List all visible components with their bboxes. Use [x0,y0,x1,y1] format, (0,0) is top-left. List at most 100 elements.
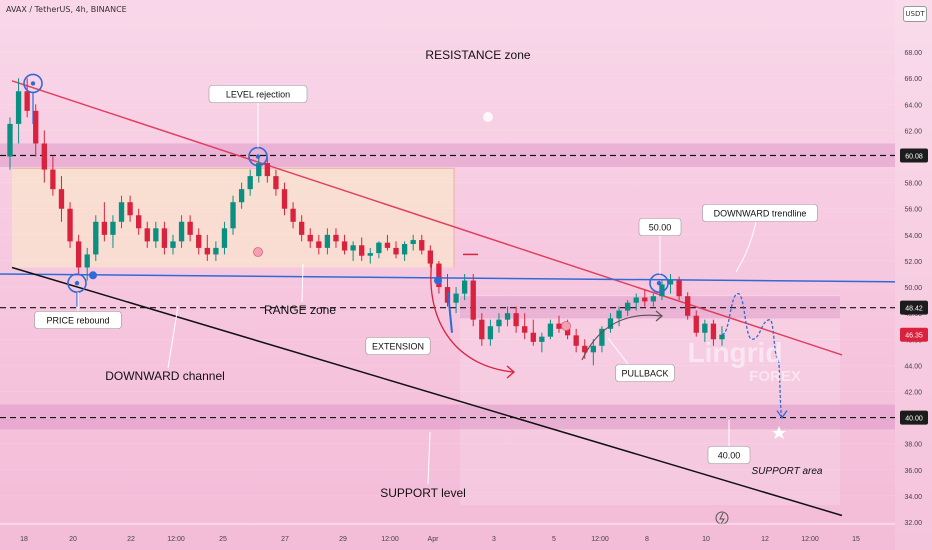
candle-body[interactable] [702,323,708,333]
x-tick-label: 25 [219,536,227,543]
candle-body[interactable] [393,247,399,255]
candle-body[interactable] [582,345,588,353]
candle-body[interactable] [659,284,665,297]
candle-body[interactable] [401,243,408,255]
candle-body[interactable] [256,163,262,177]
target-40-label: 40.00 [718,451,741,461]
candle-body[interactable] [58,189,65,209]
candle-body[interactable] [281,189,288,209]
candle-body[interactable] [84,254,90,268]
candle-body[interactable] [264,163,271,177]
candle-body[interactable] [41,143,47,170]
candle-body[interactable] [384,242,391,248]
candle-body[interactable] [436,263,442,288]
candle-body[interactable] [513,313,519,327]
candle-body[interactable] [204,247,210,255]
candle-body[interactable] [410,240,416,244]
candle-body[interactable] [33,110,39,144]
marker-dot [74,280,80,286]
candle-body[interactable] [547,323,554,337]
candle-body[interactable] [127,202,133,216]
y-tick-label: 66.00 [904,76,922,83]
candle-body[interactable] [616,310,622,319]
candle-body[interactable] [453,293,459,303]
candle-body[interactable] [118,202,125,222]
x-tick-label: 18 [20,536,28,543]
candle-body[interactable] [573,335,579,346]
candle-body[interactable] [187,221,193,235]
candle-body[interactable] [67,208,73,242]
candle-body[interactable] [333,234,339,242]
candle-body[interactable] [710,323,717,340]
candle-body[interactable] [719,334,725,340]
candle-body[interactable] [170,241,176,248]
candle-body[interactable] [196,234,202,248]
candle-body[interactable] [101,221,108,235]
x-tick-label: 10 [702,536,710,543]
candle-body[interactable] [667,280,674,285]
candle-body[interactable] [590,345,596,353]
candle-body[interactable] [539,336,545,342]
candle-body[interactable] [316,241,322,248]
callout-line [167,305,179,369]
candle-body[interactable] [178,221,185,242]
candle-body[interactable] [479,319,485,340]
candle-body[interactable] [136,215,142,229]
candle-body[interactable] [556,323,562,329]
price-label-box [900,327,928,342]
candle-body[interactable] [650,296,657,302]
candle-body[interactable] [144,228,150,242]
candle-body[interactable] [496,319,502,327]
candle-body[interactable] [93,221,99,255]
candle-body[interactable] [470,280,476,320]
grid-layer [0,51,895,523]
candle-body[interactable] [247,176,253,190]
candle-body[interactable] [238,189,245,203]
candle-body[interactable] [273,176,279,190]
candle-body[interactable] [221,228,228,248]
candle-body[interactable] [307,234,313,242]
event-icon[interactable] [253,247,263,257]
candle-body[interactable] [504,313,511,320]
event-icon[interactable] [483,112,493,122]
candle-body[interactable] [24,91,30,111]
candle-body[interactable] [350,245,356,251]
candle-body[interactable] [530,332,536,342]
candle-body[interactable] [299,221,305,235]
candle-body[interactable] [427,250,433,264]
candle-body[interactable] [522,326,528,333]
candle-body[interactable] [624,302,631,311]
candle-body[interactable] [367,253,373,256]
candle-body[interactable] [230,202,236,229]
candle-body[interactable] [153,228,159,242]
candle-body[interactable] [461,280,468,294]
candle-body[interactable] [693,315,699,333]
candle-body[interactable] [161,228,168,248]
candle-body[interactable] [376,242,382,254]
event-icon[interactable] [561,321,571,331]
candle-body[interactable] [290,208,296,222]
candle-body[interactable] [607,318,614,329]
candle-body[interactable] [341,241,348,251]
candle-body[interactable] [50,169,56,190]
y-tick-label: 50.00 [904,285,922,292]
candle-body[interactable] [359,245,365,256]
candle-body[interactable] [676,280,682,297]
candle-body[interactable] [487,326,494,340]
downward-channel-label: DOWNWARD channel [105,369,225,383]
candle-body[interactable] [15,91,22,124]
candle-body[interactable] [324,234,331,248]
candle-body[interactable] [110,221,116,235]
candle-body[interactable] [685,296,691,316]
candle-body[interactable] [419,240,425,251]
candle-body[interactable] [75,241,82,268]
quote-currency-badge[interactable]: USDT [903,6,927,22]
candle-body[interactable] [599,328,605,346]
candle-body[interactable] [213,247,219,255]
candle-body[interactable] [642,297,648,302]
candle-body[interactable] [7,123,13,157]
candle-body[interactable] [564,328,571,336]
candle-body[interactable] [633,297,639,303]
y-tick-label: 44.00 [904,363,922,370]
